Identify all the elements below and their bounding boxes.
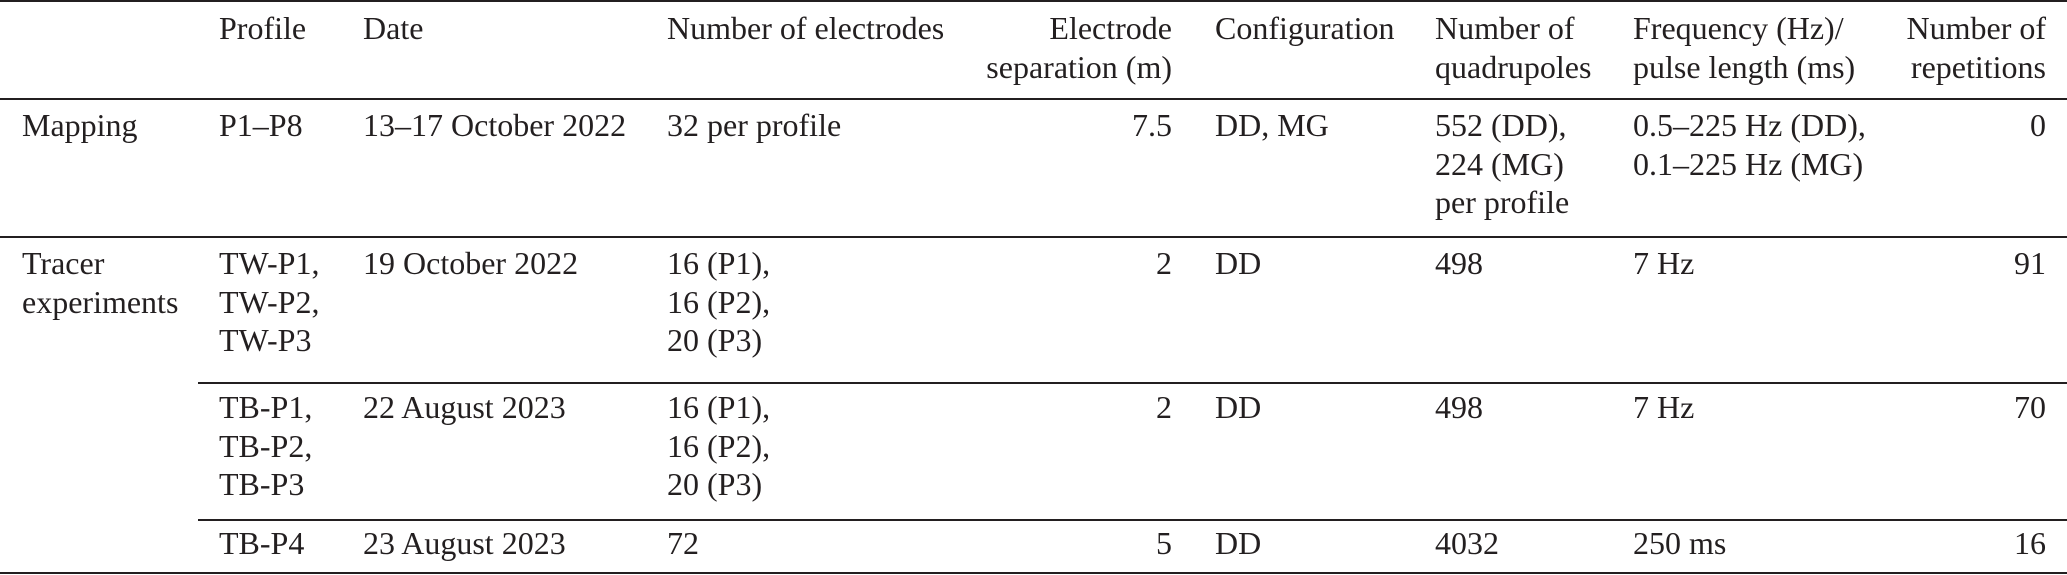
header-electrodes: Number of electrodes <box>667 10 945 46</box>
cell-date: 23 August 2023 <box>363 525 566 561</box>
cell-profile: TB-P1, TB-P2, TB-P3 <box>219 389 313 502</box>
cell-repetitions: 70 <box>2014 389 2046 425</box>
cell-separation: 5 <box>1156 525 1172 561</box>
cell-configuration: DD <box>1215 245 1262 281</box>
cell-electrodes: 16 (P1), 16 (P2), 20 (P3) <box>667 389 771 502</box>
cell-configuration: DD <box>1215 389 1262 425</box>
cell-date: 13–17 October 2022 <box>363 107 627 143</box>
cell-configuration: DD, MG <box>1215 107 1329 143</box>
cell-category: Mapping <box>22 107 138 143</box>
cell-separation: 2 <box>1156 389 1172 425</box>
cell-profile: TB-P4 <box>219 525 305 561</box>
cell-repetitions: 16 <box>2014 525 2046 561</box>
cell-electrodes: 32 per profile <box>667 107 842 143</box>
cell-quadrupoles: 4032 <box>1435 525 1499 561</box>
cell-date: 19 October 2022 <box>363 245 579 281</box>
cell-electrodes: 72 <box>667 525 699 561</box>
header-configuration: Configuration <box>1215 10 1395 46</box>
cell-profile: P1–P8 <box>219 107 303 143</box>
header-date: Date <box>363 10 424 46</box>
bottom-rule <box>0 572 2067 574</box>
cell-frequency: 7 Hz <box>1633 245 1695 281</box>
header-rule <box>0 98 2067 100</box>
row-rule <box>198 519 2067 521</box>
cell-frequency: 250 ms <box>1633 525 1727 561</box>
cell-profile: TW-P1, TW-P2, TW-P3 <box>219 245 320 358</box>
cell-quadrupoles: 498 <box>1435 389 1483 425</box>
header-profile: Profile <box>219 10 307 46</box>
cell-separation: 7.5 <box>1132 107 1172 143</box>
header-separation: Electrode separation (m) <box>986 10 1172 85</box>
cell-quadrupoles: 552 (DD), 224 (MG) per profile <box>1435 107 1570 220</box>
cell-frequency: 7 Hz <box>1633 389 1695 425</box>
cell-separation: 2 <box>1156 245 1172 281</box>
cell-electrodes: 16 (P1), 16 (P2), 20 (P3) <box>667 245 771 358</box>
cell-category: Tracer experiments <box>22 245 179 320</box>
cell-date: 22 August 2023 <box>363 389 566 425</box>
top-rule <box>0 0 2067 2</box>
cell-repetitions: 0 <box>2030 107 2046 143</box>
header-repetitions: Number of repetitions <box>1906 10 2046 85</box>
header-quadrupoles: Number of quadrupoles <box>1435 10 1592 85</box>
cell-repetitions: 91 <box>2014 245 2046 281</box>
row-rule <box>198 382 2067 384</box>
cell-frequency: 0.5–225 Hz (DD), 0.1–225 Hz (MG) <box>1633 107 1866 182</box>
header-frequency: Frequency (Hz)/ pulse length (ms) <box>1633 10 1856 85</box>
cell-quadrupoles: 498 <box>1435 245 1483 281</box>
cell-configuration: DD <box>1215 525 1262 561</box>
section-rule <box>0 236 2067 238</box>
